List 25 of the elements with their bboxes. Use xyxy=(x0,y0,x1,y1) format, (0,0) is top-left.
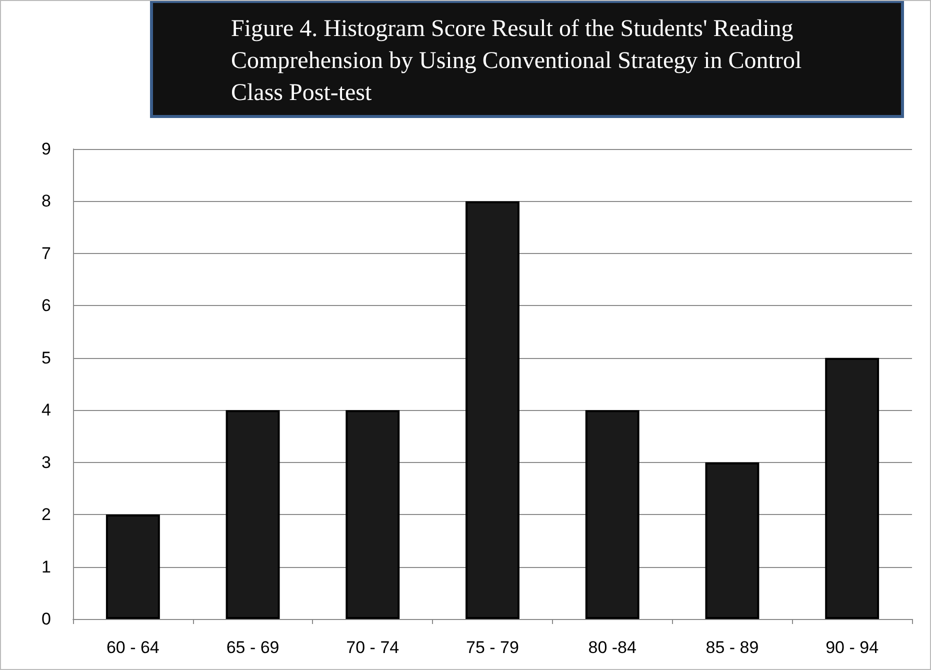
x-tick-label: 70 - 74 xyxy=(346,638,400,657)
y-tick-label: 9 xyxy=(42,140,51,158)
x-tick-label: 65 - 69 xyxy=(226,638,280,657)
x-tick-label: 85 - 89 xyxy=(706,638,759,657)
x-tick-label: 80 -84 xyxy=(588,638,636,657)
y-tick-label: 1 xyxy=(42,557,51,576)
y-tick-label: 0 xyxy=(42,610,51,628)
bar xyxy=(106,514,160,619)
bar xyxy=(585,410,640,619)
bar xyxy=(226,410,280,619)
chart-title: Figure 4. Histogram Score Result of the Students' Reading Comprehension by Using Conventional Strategy in Control Class Post-test xyxy=(231,16,808,106)
y-tick-label: 7 xyxy=(42,244,51,263)
x-tick-label: 75 - 79 xyxy=(466,638,519,657)
y-tick-label: 2 xyxy=(42,505,51,524)
x-tick-label: 60 - 64 xyxy=(106,638,160,657)
y-tick-label: 5 xyxy=(42,348,51,368)
bar xyxy=(346,410,400,619)
x-tick-label: 90 - 94 xyxy=(826,638,879,657)
bar xyxy=(705,462,760,619)
y-tick-label: 3 xyxy=(42,452,51,472)
bar xyxy=(466,201,520,619)
y-tick-label: 4 xyxy=(42,400,51,420)
y-tick-label: 6 xyxy=(42,296,51,316)
y-tick-label: 8 xyxy=(42,192,51,211)
bar xyxy=(825,358,880,619)
